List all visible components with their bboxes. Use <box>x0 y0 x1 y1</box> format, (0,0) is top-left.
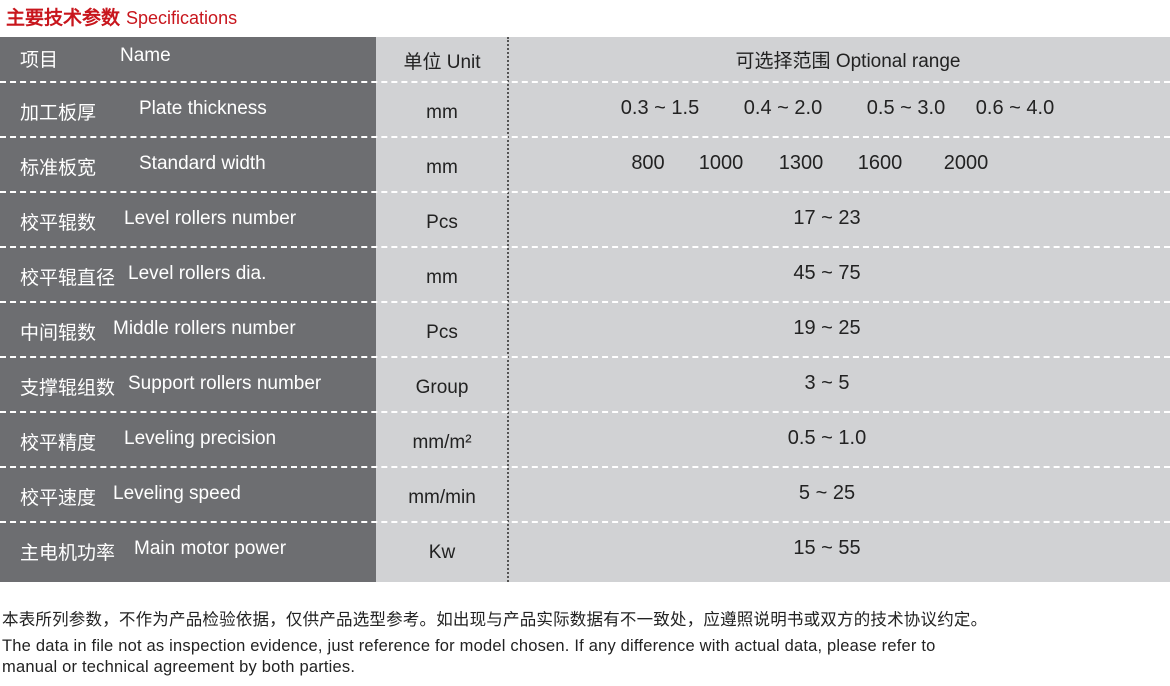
table-row: 校平精度 Leveling precision mm/m² 0.5 ~ 1.0 <box>0 412 1170 467</box>
row-name-en: Leveling precision <box>124 428 277 449</box>
row-name-en: Support rollers number <box>128 373 322 394</box>
row-name-en: Standard width <box>139 153 266 174</box>
row-separator <box>0 411 1170 413</box>
row-separator <box>0 356 1170 358</box>
row-separator <box>0 81 1170 83</box>
row-range-value: 17 ~ 23 <box>793 207 861 229</box>
row-separator <box>0 521 1170 523</box>
row-range-value: 1000 <box>698 152 744 174</box>
row-name-en: Main motor power <box>134 538 287 559</box>
row-separator <box>0 466 1170 468</box>
row-range-value: 1600 <box>857 152 903 174</box>
header-name-en: Name <box>120 45 171 66</box>
note-cn: 本表所列参数，不作为产品检验依据，仅供产品选型参考。如出现与产品实际数据有不一致… <box>2 611 988 629</box>
row-range-value: 2000 <box>943 152 989 174</box>
row-separator <box>0 246 1170 248</box>
table-row: 校平辊直径 Level rollers dia. mm 45 ~ 75 <box>0 247 1170 302</box>
row-range-value: 45 ~ 75 <box>793 262 861 284</box>
header-range: 可选择范围 Optional range <box>735 51 961 72</box>
table-row: 支撑辊组数 Support rollers number Group 3 ~ 5 <box>0 357 1170 412</box>
row-name-cn: 加工板厚 <box>20 103 97 124</box>
row-name-en: Middle rollers number <box>113 318 296 339</box>
row-unit: mm/m² <box>412 432 472 453</box>
row-name-cn: 校平精度 <box>20 433 97 454</box>
row-range-value: 0.3 ~ 1.5 <box>620 97 700 119</box>
row-name-en: Level rollers dia. <box>128 263 267 284</box>
title-en: Specifications <box>126 8 238 28</box>
row-unit: mm <box>426 267 458 288</box>
title-cn: 主要技术参数 <box>6 8 121 29</box>
row-unit: mm <box>426 102 458 123</box>
specifications-table: 项目 Name 单位 Unit 可选择范围 Optional range 加工板… <box>0 37 1170 582</box>
row-separator <box>0 301 1170 303</box>
header-name-cn: 项目 <box>20 50 59 71</box>
column-divider <box>507 37 509 582</box>
row-name-cn: 中间辊数 <box>20 323 97 344</box>
row-name-cn: 主电机功率 <box>20 543 116 564</box>
row-name-cn: 校平速度 <box>20 488 97 509</box>
row-name-en: Level rollers number <box>124 208 297 229</box>
row-range-value: 0.6 ~ 4.0 <box>975 97 1055 119</box>
table-row: 校平辊数 Level rollers number Pcs 17 ~ 23 <box>0 192 1170 247</box>
table-row: 校平速度 Leveling speed mm/min 5 ~ 25 <box>0 467 1170 522</box>
row-range-value: 19 ~ 25 <box>793 317 861 339</box>
row-name-cn: 标准板宽 <box>20 158 97 179</box>
name-column-bg <box>0 37 376 582</box>
table-row: 主电机功率 Main motor power Kw 15 ~ 55 <box>0 522 1170 577</box>
row-name-cn: 支撑辊组数 <box>20 378 116 399</box>
row-range-value: 3 ~ 5 <box>804 372 850 394</box>
row-name-cn: 校平辊数 <box>20 213 97 234</box>
row-unit: Pcs <box>426 212 458 233</box>
row-unit: mm/min <box>408 487 476 508</box>
note-en-line2: manual or technical agreement by both pa… <box>2 658 356 676</box>
table-row: 标准板宽 Standard width mm 800 1000 1300 1600 2000 <box>0 137 1170 192</box>
row-name-en: Plate thickness <box>139 98 267 119</box>
row-range-value: 5 ~ 25 <box>798 482 856 504</box>
row-range-value: 1300 <box>778 152 824 174</box>
row-name-cn: 校平辊直径 <box>20 268 116 289</box>
row-range-value: 15 ~ 55 <box>793 537 861 559</box>
row-range-value: 0.5 ~ 3.0 <box>866 97 946 119</box>
row-unit: mm <box>426 157 458 178</box>
row-unit: Group <box>415 377 469 398</box>
row-separator <box>0 136 1170 138</box>
table-header: 项目 Name 单位 Unit 可选择范围 Optional range <box>0 37 1170 82</box>
row-range-value: 0.4 ~ 2.0 <box>743 97 823 119</box>
row-unit: Kw <box>428 542 456 563</box>
section-title: 主要技术参数 Specifications <box>6 3 237 30</box>
row-range-value: 800 <box>631 152 665 174</box>
table-row: 加工板厚 Plate thickness mm 0.3 ~ 1.5 0.4 ~ 2.0 0… <box>0 82 1170 137</box>
row-separator <box>0 191 1170 193</box>
row-name-en: Leveling speed <box>113 483 241 504</box>
header-unit: 单位 Unit <box>403 52 481 73</box>
note-en-line1: The data in file not as inspection evide… <box>2 637 936 655</box>
row-range-value: 0.5 ~ 1.0 <box>787 427 867 449</box>
row-unit: Pcs <box>426 322 458 343</box>
table-row: 中间辊数 Middle rollers number Pcs 19 ~ 25 <box>0 302 1170 357</box>
